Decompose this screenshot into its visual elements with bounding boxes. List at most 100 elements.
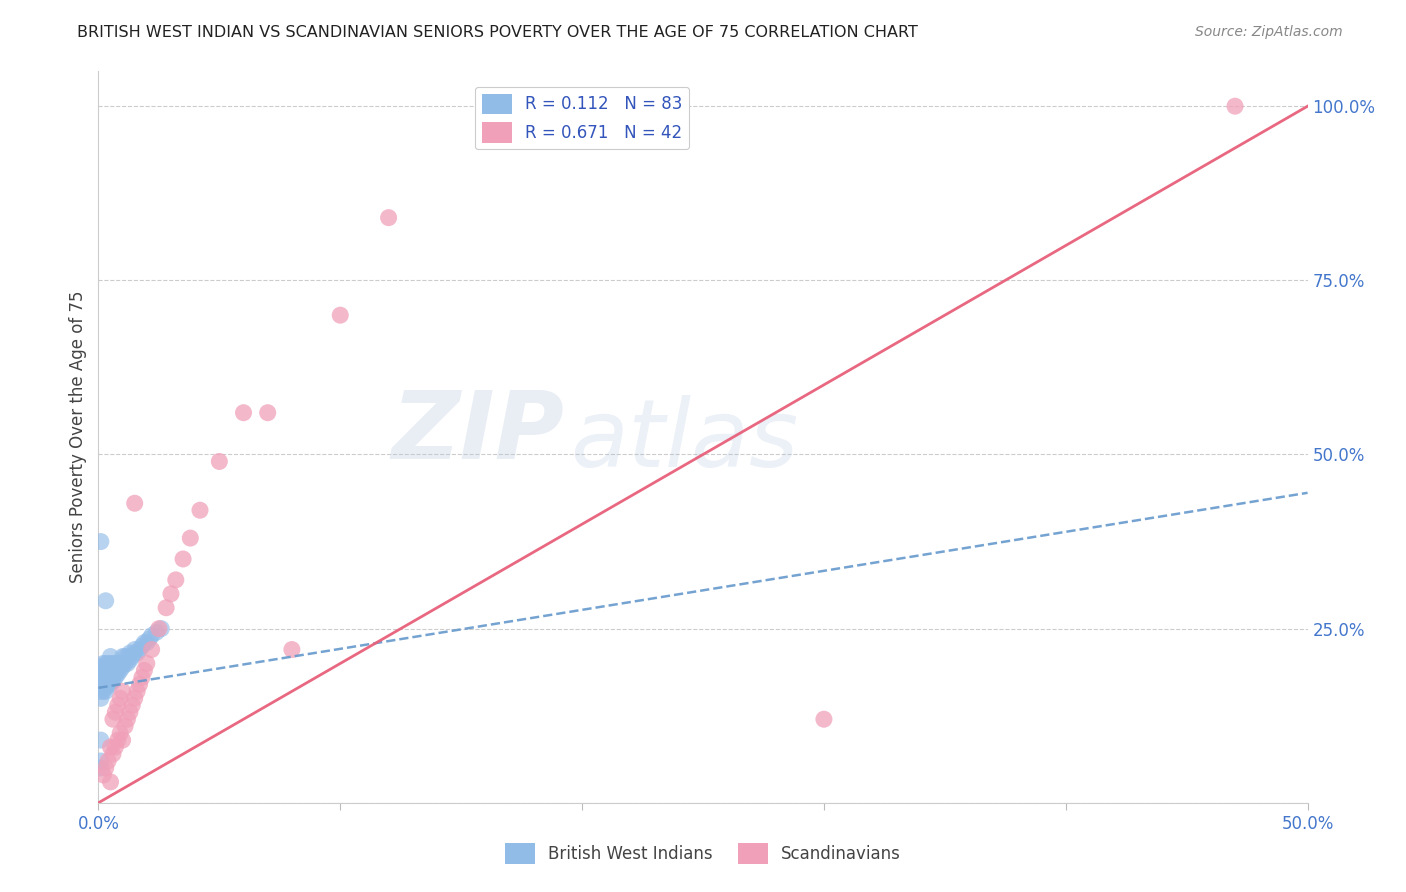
Point (118, 705, 141, 719)
Text: BRITISH WEST INDIAN VS SCANDINAVIAN SENIORS POVERTY OVER THE AGE OF 75 CORRELATI: BRITISH WEST INDIAN VS SCANDINAVIAN SENI… (77, 25, 918, 40)
Point (93, 667, 115, 681)
Point (111, 684, 134, 698)
Point (101, 664, 124, 678)
Point (104, 705, 127, 719)
Point (208, 454, 231, 468)
Point (150, 622, 173, 636)
Point (1223, 99, 1246, 113)
Point (97, 670, 120, 684)
Point (114, 719, 136, 733)
Point (91, 684, 114, 698)
Point (141, 629, 163, 643)
Point (108, 664, 131, 678)
Point (160, 587, 183, 601)
Point (104, 667, 127, 681)
Point (117, 649, 139, 664)
Point (188, 503, 211, 517)
Point (100, 670, 122, 684)
Point (108, 691, 131, 706)
Point (100, 775, 122, 789)
Point (90, 691, 112, 706)
Point (94, 667, 117, 681)
Point (94, 761, 117, 775)
Point (100, 657, 122, 671)
Point (104, 670, 127, 684)
Point (128, 642, 150, 657)
Point (90, 673, 112, 688)
Point (91, 670, 114, 684)
Point (97, 664, 120, 678)
Point (96, 673, 118, 688)
Point (111, 649, 134, 664)
Point (94, 594, 117, 608)
Point (100, 673, 122, 688)
Point (256, 406, 278, 420)
Point (90, 660, 112, 674)
Point (172, 552, 194, 566)
Point (813, 712, 835, 726)
Point (124, 642, 146, 657)
Point (91, 664, 114, 678)
Point (134, 635, 156, 649)
Point (100, 664, 122, 678)
Point (97, 754, 120, 768)
Point (90, 754, 112, 768)
Point (101, 747, 124, 761)
Legend: R = 0.112   N = 83, R = 0.671   N = 42: R = 0.112 N = 83, R = 0.671 N = 42 (475, 87, 689, 149)
Point (94, 681, 117, 695)
Point (141, 642, 163, 657)
Point (118, 653, 141, 667)
Point (107, 667, 129, 681)
Point (90, 761, 112, 775)
Point (121, 649, 143, 664)
Point (90, 667, 112, 681)
Point (232, 406, 254, 420)
Point (124, 496, 146, 510)
Point (104, 660, 127, 674)
Point (100, 740, 122, 755)
Point (101, 712, 124, 726)
Point (111, 660, 134, 674)
Point (94, 664, 117, 678)
Point (90, 534, 112, 549)
Point (131, 639, 153, 653)
Point (107, 698, 129, 713)
Point (117, 657, 139, 671)
Point (107, 664, 129, 678)
Point (377, 211, 399, 225)
Text: atlas: atlas (569, 395, 799, 486)
Point (90, 684, 112, 698)
Point (124, 646, 146, 660)
Point (117, 712, 139, 726)
Point (134, 664, 156, 678)
Point (127, 684, 149, 698)
Point (101, 670, 124, 684)
Point (96, 667, 118, 681)
Point (100, 667, 122, 681)
Point (94, 677, 117, 691)
Point (100, 677, 122, 691)
Point (131, 670, 153, 684)
Point (97, 677, 120, 691)
Point (90, 677, 112, 691)
Point (104, 664, 127, 678)
Point (114, 657, 136, 671)
Point (100, 660, 122, 674)
Y-axis label: Seniors Poverty Over the Age of 75: Seniors Poverty Over the Age of 75 (69, 291, 87, 583)
Point (107, 657, 129, 671)
Point (124, 691, 146, 706)
Point (101, 673, 124, 688)
Point (118, 646, 141, 660)
Point (128, 677, 150, 691)
Point (135, 635, 157, 649)
Point (329, 308, 352, 322)
Point (100, 649, 122, 664)
Point (89, 681, 111, 695)
Point (179, 531, 201, 545)
Point (121, 698, 143, 713)
Point (97, 657, 120, 671)
Point (138, 632, 160, 646)
Point (91, 664, 114, 678)
Point (108, 726, 131, 740)
Point (104, 740, 127, 755)
